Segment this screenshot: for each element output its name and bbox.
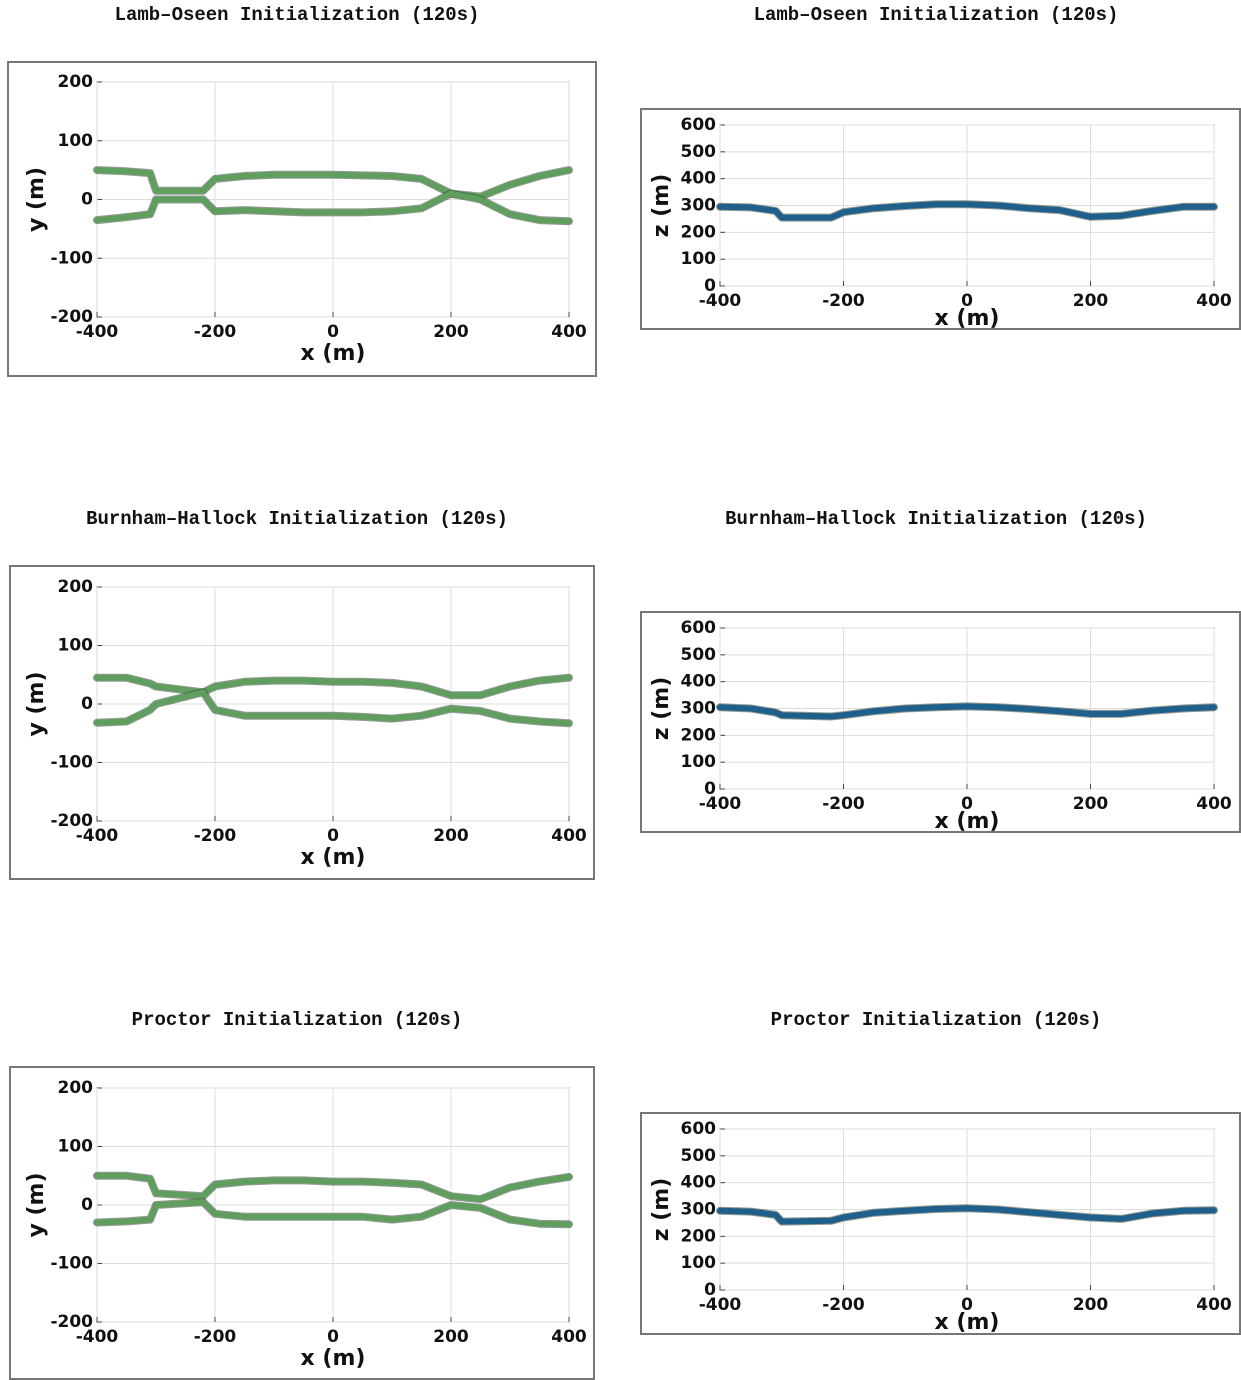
y-tick-label: 100 <box>58 1137 94 1157</box>
x-tick-label: 0 <box>327 1327 339 1347</box>
y-tick-label: -100 <box>50 1254 93 1274</box>
x-tick-label: 0 <box>327 322 339 342</box>
x-tick-label: 400 <box>551 826 587 846</box>
x-tick-label: -200 <box>822 794 865 814</box>
x-tick-label: -400 <box>699 794 742 814</box>
y-tick-label: 100 <box>58 636 94 656</box>
y-tick-label: 300 <box>681 1200 717 1220</box>
x-tick-label: 400 <box>551 1327 587 1347</box>
x-tick-label: 200 <box>1073 794 1109 814</box>
x-axis-label: x (m) <box>935 809 1000 834</box>
x-tick-label: -400 <box>699 291 742 311</box>
y-axis-label: z (m) <box>649 174 674 238</box>
chart-title: Burnham–Hallock Initialization (120s) <box>86 508 508 530</box>
x-axis-label: x (m) <box>301 845 366 870</box>
y-tick-label: 600 <box>681 1119 717 1139</box>
x-tick-label: -200 <box>194 826 237 846</box>
y-tick-label: 100 <box>681 752 717 772</box>
y-tick-label: 100 <box>681 1253 717 1273</box>
y-axis-label: z (m) <box>649 677 674 741</box>
x-tick-label: -400 <box>76 1327 119 1347</box>
x-tick-label: 200 <box>433 322 469 342</box>
y-tick-label: 200 <box>681 1226 717 1246</box>
x-axis-label: x (m) <box>301 341 366 366</box>
y-tick-label: -100 <box>50 248 93 268</box>
y-tick-label: 200 <box>58 72 94 92</box>
y-tick-label: 300 <box>681 699 717 719</box>
x-tick-label: -400 <box>699 1295 742 1315</box>
y-axis-label: y (m) <box>24 167 49 232</box>
x-axis-label: x (m) <box>935 306 1000 331</box>
x-tick-label: 200 <box>1073 291 1109 311</box>
y-axis-label: y (m) <box>24 671 49 736</box>
y-tick-label: 0 <box>81 694 93 714</box>
y-tick-label: 500 <box>681 142 717 162</box>
y-tick-label: 600 <box>681 618 717 638</box>
x-tick-label: 400 <box>1196 794 1232 814</box>
y-tick-label: 600 <box>681 115 717 135</box>
x-tick-label: 200 <box>433 1327 469 1347</box>
y-tick-label: 400 <box>681 672 717 692</box>
x-axis-label: x (m) <box>935 1310 1000 1335</box>
y-tick-label: 100 <box>58 131 94 151</box>
chart-title: Lamb–Oseen Initialization (120s) <box>754 4 1119 26</box>
x-axis-label: x (m) <box>301 1346 366 1371</box>
x-tick-label: -200 <box>822 1295 865 1315</box>
x-tick-label: -200 <box>194 322 237 342</box>
chart-title: Proctor Initialization (120s) <box>132 1009 463 1031</box>
y-tick-label: 200 <box>58 577 94 597</box>
x-tick-label: -400 <box>76 826 119 846</box>
chart-title: Proctor Initialization (120s) <box>771 1009 1102 1031</box>
x-tick-label: 400 <box>551 322 587 342</box>
x-tick-label: -200 <box>194 1327 237 1347</box>
x-tick-label: 200 <box>1073 1295 1109 1315</box>
y-tick-label: 200 <box>681 725 717 745</box>
x-tick-label: 400 <box>1196 1295 1232 1315</box>
x-tick-label: 200 <box>433 826 469 846</box>
y-tick-label: 400 <box>681 169 717 189</box>
y-axis-label: y (m) <box>24 1172 49 1237</box>
chart-title: Burnham–Hallock Initialization (120s) <box>725 508 1147 530</box>
x-tick-label: -400 <box>76 322 119 342</box>
y-tick-label: 100 <box>681 249 717 269</box>
y-tick-label: 200 <box>681 222 717 242</box>
y-tick-label: 200 <box>58 1078 94 1098</box>
y-tick-label: 300 <box>681 196 717 216</box>
y-tick-label: 400 <box>681 1173 717 1193</box>
chart-title: Lamb–Oseen Initialization (120s) <box>115 4 480 26</box>
y-tick-label: 500 <box>681 645 717 665</box>
y-tick-label: -100 <box>50 753 93 773</box>
y-tick-label: 0 <box>81 1195 93 1215</box>
x-tick-label: 400 <box>1196 291 1232 311</box>
figure: Lamb–Oseen Initialization (120s) -200 -100… <box>0 0 1241 1380</box>
y-tick-label: 0 <box>81 190 93 210</box>
x-tick-label: 0 <box>327 826 339 846</box>
y-tick-label: 500 <box>681 1146 717 1166</box>
x-tick-label: -200 <box>822 291 865 311</box>
y-axis-label: z (m) <box>649 1178 674 1242</box>
